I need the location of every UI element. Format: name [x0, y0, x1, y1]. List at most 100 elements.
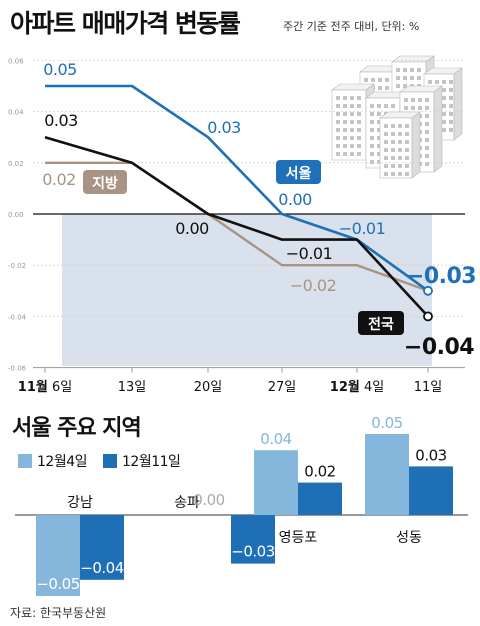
- building-window: [336, 128, 340, 132]
- building-window: [403, 68, 407, 72]
- building-window: [370, 128, 374, 132]
- building-window: [442, 120, 446, 124]
- building-side: [411, 111, 421, 179]
- building-window: [350, 112, 354, 116]
- building-window: [405, 164, 409, 168]
- building-window: [449, 80, 453, 84]
- building-window: [398, 124, 402, 128]
- bar: [254, 450, 298, 515]
- building-window: [343, 128, 347, 132]
- building-window: [418, 98, 422, 102]
- building-window: [398, 132, 402, 136]
- bar: [298, 482, 342, 515]
- building-window: [404, 98, 408, 102]
- building-window: [385, 78, 389, 82]
- y-tick-label: -0.06: [8, 365, 27, 373]
- building-window: [336, 144, 340, 148]
- legend-item-dec4: 12월4일: [18, 451, 87, 471]
- legend-label: 12월11일: [122, 454, 181, 470]
- building-window: [384, 124, 388, 128]
- building-window: [357, 136, 361, 140]
- building-window: [371, 78, 375, 82]
- building-window: [428, 80, 432, 84]
- building-window: [391, 172, 395, 176]
- end-marker: [423, 285, 433, 296]
- bar-value-label: 0.00: [193, 491, 224, 509]
- building-window: [384, 104, 388, 108]
- bar-value-label: 0.02: [304, 463, 335, 481]
- building-window: [370, 160, 374, 164]
- building-window: [425, 98, 429, 102]
- series-tag-local: 지방: [92, 175, 118, 192]
- building-window: [343, 120, 347, 124]
- building-window: [449, 112, 453, 116]
- bar: [409, 466, 453, 515]
- building-window: [357, 144, 361, 148]
- building-window: [377, 144, 381, 148]
- building-window: [403, 84, 407, 88]
- series-tag-national-bg: [358, 311, 404, 335]
- series-line-national: [44, 135, 429, 318]
- building-window: [417, 68, 421, 72]
- building-window: [391, 148, 395, 152]
- negative-zone-band: [62, 214, 432, 366]
- building-window: [364, 78, 368, 82]
- legend-label: 12월4일: [37, 454, 87, 470]
- building-window: [449, 104, 453, 108]
- building-window: [370, 120, 374, 124]
- bar-value-label: 0.04: [260, 430, 291, 448]
- building-window: [350, 136, 354, 140]
- building-window: [449, 96, 453, 100]
- legend-item-dec11: 12월11일: [103, 451, 181, 471]
- line-chart: 0.06 0.04 0.02 0.00 -0.02 -0.04 -0.06 11월 6일 13일…: [8, 55, 477, 395]
- y-tick-label: 0.02: [8, 160, 24, 168]
- building-window: [442, 128, 446, 132]
- legend-swatch-dark: [103, 454, 117, 468]
- building-window: [405, 172, 409, 176]
- building-window: [410, 76, 414, 80]
- building-window: [425, 130, 429, 134]
- bar-value-label: −0.05: [36, 575, 79, 593]
- building-window: [398, 164, 402, 168]
- data-label-local: −0.02: [290, 276, 337, 295]
- building-window: [396, 84, 400, 88]
- building-window: [425, 114, 429, 118]
- data-label-seoul: 0.00: [278, 190, 312, 209]
- building-window: [405, 148, 409, 152]
- x-tick-label: 12월 4일: [330, 379, 384, 395]
- building-window: [435, 80, 439, 84]
- building-window: [403, 76, 407, 80]
- building-window: [336, 112, 340, 116]
- building-window: [442, 96, 446, 100]
- building-side: [453, 67, 463, 141]
- building-window: [336, 96, 340, 100]
- building-window: [384, 172, 388, 176]
- building-window: [350, 96, 354, 100]
- data-label-seoul: 0.03: [207, 118, 241, 137]
- category-label: 강남: [67, 495, 93, 511]
- apartment-buildings-icon: [331, 55, 463, 179]
- building-window: [370, 136, 374, 140]
- legend-swatch-light: [18, 454, 32, 468]
- building-window: [343, 112, 347, 116]
- building-window: [377, 152, 381, 156]
- building-window: [378, 78, 382, 82]
- category-label: 성동: [396, 530, 422, 546]
- building-side: [433, 85, 443, 173]
- building-window: [336, 104, 340, 108]
- bar-value-label: −0.04: [80, 559, 123, 577]
- building-window: [350, 128, 354, 132]
- building-window: [442, 112, 446, 116]
- building-window: [350, 120, 354, 124]
- building-window: [370, 152, 374, 156]
- building-window: [425, 138, 429, 142]
- building-window: [343, 136, 347, 140]
- bar-value-label: −0.03: [231, 543, 274, 561]
- series-tag-seoul: 서울: [286, 165, 312, 182]
- y-tick-label: 0.04: [8, 109, 24, 117]
- building-window: [385, 86, 389, 90]
- building-window: [442, 104, 446, 108]
- building-window: [398, 140, 402, 144]
- building-window: [391, 140, 395, 144]
